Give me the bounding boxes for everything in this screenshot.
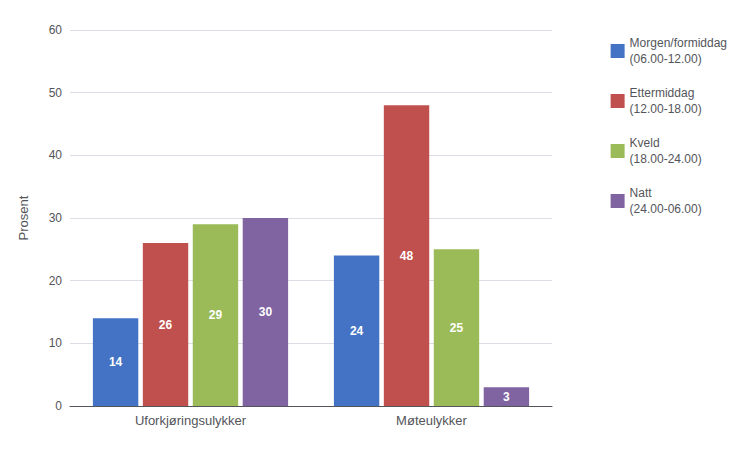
svg-text:30: 30 xyxy=(259,305,273,319)
svg-text:Natt: Natt xyxy=(630,186,653,200)
svg-text:10: 10 xyxy=(49,336,63,350)
svg-text:24: 24 xyxy=(350,324,364,338)
svg-text:30: 30 xyxy=(49,211,63,225)
svg-text:Prosent: Prosent xyxy=(16,195,31,240)
svg-text:(06.00-12.00): (06.00-12.00) xyxy=(630,52,702,66)
svg-text:(18.00-24.00): (18.00-24.00) xyxy=(630,152,702,166)
svg-text:(24.00-06.00): (24.00-06.00) xyxy=(630,202,702,216)
svg-text:14: 14 xyxy=(109,355,123,369)
svg-text:Møteulykker: Møteulykker xyxy=(396,413,467,428)
svg-text:0: 0 xyxy=(55,399,62,413)
svg-text:26: 26 xyxy=(159,318,173,332)
svg-text:Morgen/formiddag: Morgen/formiddag xyxy=(630,36,727,50)
svg-text:50: 50 xyxy=(49,86,63,100)
svg-text:3: 3 xyxy=(503,390,510,404)
svg-text:Ettermiddag: Ettermiddag xyxy=(630,86,695,100)
svg-text:40: 40 xyxy=(49,148,63,162)
svg-text:25: 25 xyxy=(450,321,464,335)
svg-text:(12.00-18.00): (12.00-18.00) xyxy=(630,102,702,116)
svg-text:48: 48 xyxy=(400,249,414,263)
svg-text:Kveld: Kveld xyxy=(630,136,660,150)
svg-text:20: 20 xyxy=(49,274,63,288)
svg-text:Uforkjøringsulykker: Uforkjøringsulykker xyxy=(135,413,247,428)
svg-text:60: 60 xyxy=(49,23,63,37)
svg-text:29: 29 xyxy=(209,308,223,322)
